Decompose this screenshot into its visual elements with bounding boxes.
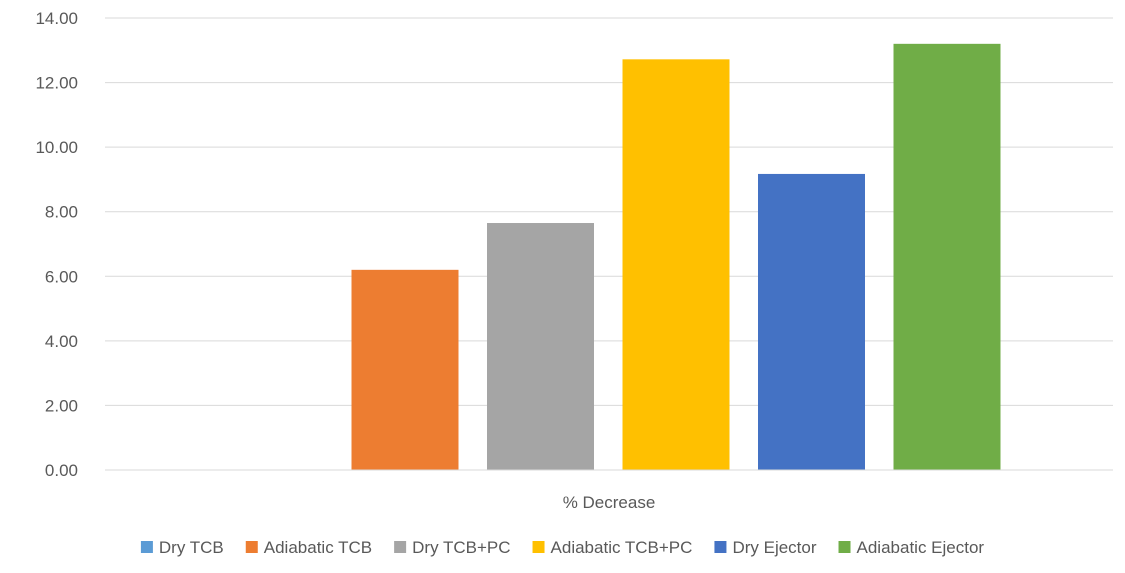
legend: Dry TCB Adiabatic TCB Dry TCB+PC Adiabatic … (140, 538, 985, 557)
legend-label: Dry TCB+PC (412, 538, 510, 557)
y-tick-label: 14.00 (35, 9, 78, 28)
legend-label: Adiabatic Ejector (857, 538, 985, 557)
bar-dry-ejector (758, 173, 865, 470)
legend-item-dry-tcb: Dry TCB (140, 538, 224, 557)
bar-dry-tcb-pc (487, 223, 594, 470)
x-axis-label: % Decrease (563, 493, 656, 512)
bar-adiabatic-tcb (351, 269, 459, 470)
legend-swatch (714, 541, 727, 553)
legend-swatch (245, 541, 258, 553)
legend-item-dry-ejector: Dry Ejector (714, 538, 817, 557)
y-tick-label: 6.00 (45, 267, 78, 286)
x-axis: % Decrease (105, 469, 1113, 512)
y-axis-ticks: 0.00 2.00 4.00 6.00 8.00 10.00 12.00 14.00 (35, 9, 78, 480)
y-tick-label: 8.00 (45, 203, 78, 222)
legend-swatch (394, 541, 407, 553)
legend-item-adiabatic-tcb: Adiabatic TCB (245, 538, 372, 557)
bar-adiabatic-tcb-pc (622, 59, 730, 470)
legend-swatch (532, 541, 545, 553)
legend-swatch (140, 541, 153, 553)
legend-label: Adiabatic TCB (264, 538, 372, 557)
legend-item-adiabatic-ejector: Adiabatic Ejector (838, 538, 985, 557)
y-tick-label: 4.00 (45, 332, 78, 351)
legend-label: Dry TCB (159, 538, 224, 557)
y-tick-label: 2.00 (45, 396, 78, 415)
legend-label: Adiabatic TCB+PC (551, 538, 693, 557)
legend-item-adiabatic-tcb-pc: Adiabatic TCB+PC (532, 538, 693, 557)
y-tick-label: 0.00 (45, 461, 78, 480)
legend-item-dry-tcb-pc: Dry TCB+PC (394, 538, 511, 557)
y-tick-label: 10.00 (35, 138, 78, 157)
bars (351, 43, 1001, 470)
legend-label: Dry Ejector (732, 538, 816, 557)
bar-adiabatic-ejector (893, 43, 1001, 470)
y-tick-label: 12.00 (35, 74, 78, 93)
legend-swatch (838, 541, 851, 553)
gridlines (105, 17, 1113, 406)
